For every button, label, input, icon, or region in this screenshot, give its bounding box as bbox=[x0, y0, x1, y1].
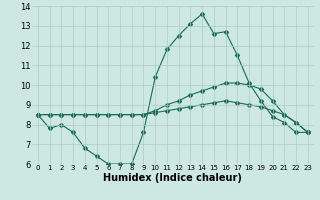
X-axis label: Humidex (Indice chaleur): Humidex (Indice chaleur) bbox=[103, 173, 242, 183]
